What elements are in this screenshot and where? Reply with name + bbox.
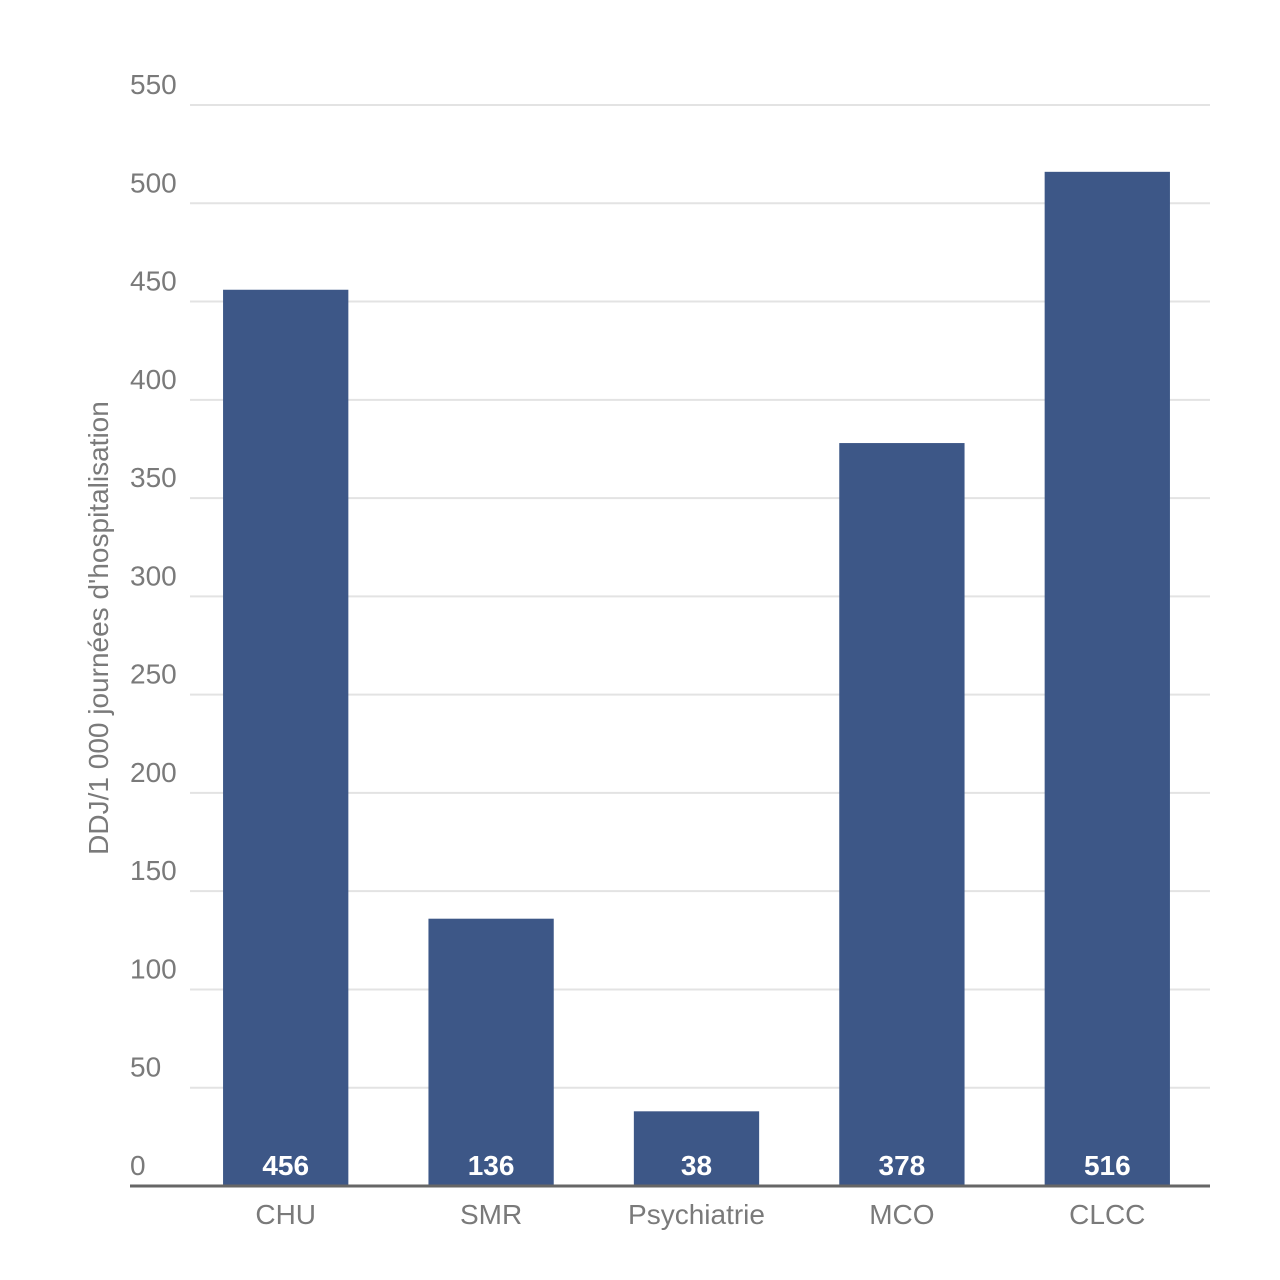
bar xyxy=(633,1111,760,1186)
y-tick-label: 50 xyxy=(130,1052,161,1083)
value-label: 136 xyxy=(468,1150,515,1181)
y-tick-label: 100 xyxy=(130,953,177,984)
bar xyxy=(839,443,965,1186)
x-tick-label: MCO xyxy=(869,1199,934,1230)
y-tick-label: 200 xyxy=(130,757,177,788)
y-tick-label: 250 xyxy=(130,659,177,690)
y-tick-label: 350 xyxy=(130,462,177,493)
y-tick-label: 500 xyxy=(130,167,177,198)
y-tick-label: 150 xyxy=(130,855,177,886)
value-label: 456 xyxy=(262,1150,309,1181)
value-label: 38 xyxy=(681,1150,712,1181)
y-tick-label: 0 xyxy=(130,1150,146,1181)
bar xyxy=(223,289,349,1187)
value-label: 378 xyxy=(879,1150,926,1181)
value-label: 516 xyxy=(1084,1150,1131,1181)
bar xyxy=(428,918,554,1186)
y-tick-label: 300 xyxy=(130,560,177,591)
x-tick-label: Psychiatrie xyxy=(628,1199,765,1230)
y-tick-label: 550 xyxy=(130,69,177,100)
x-tick-label: SMR xyxy=(460,1199,522,1230)
bar xyxy=(1044,171,1170,1187)
y-tick-label: 400 xyxy=(130,364,177,395)
x-tick-label: CHU xyxy=(255,1199,316,1230)
x-tick-label: CLCC xyxy=(1069,1199,1145,1230)
y-axis-label: DDJ/1 000 journées d'hospitalisation xyxy=(83,401,114,855)
y-tick-label: 450 xyxy=(130,266,177,297)
